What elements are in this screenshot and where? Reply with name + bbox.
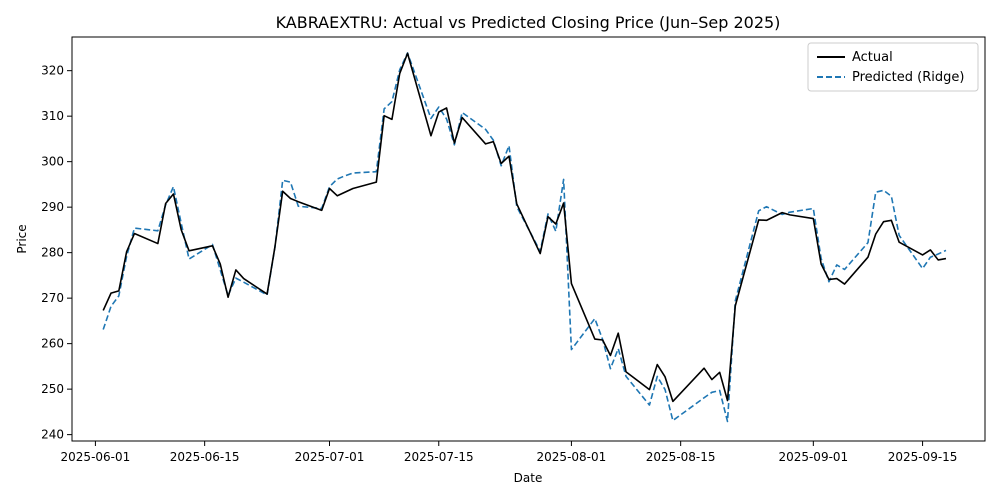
plot-frame	[71, 36, 986, 442]
legend-box	[807, 42, 979, 92]
legend-label-actual: Actual	[852, 50, 893, 65]
y-tick-label: 250	[41, 382, 64, 396]
x-tick-label: 2025-08-01	[537, 450, 607, 464]
y-tick-label: 320	[41, 64, 64, 78]
x-tick-label: 2025-08-15	[646, 450, 716, 464]
y-tick-label: 240	[41, 428, 64, 442]
x-axis-label: Date	[514, 471, 543, 485]
chart-title: KABRAEXTRU: Actual vs Predicted Closing …	[276, 13, 781, 32]
x-tick-label: 2025-09-01	[778, 450, 848, 464]
series-line-predicted	[102, 52, 947, 423]
x-axis: 2025-06-01 2025-06-15 2025-07-01 2025-07-15…	[61, 441, 958, 464]
y-tick-label: 280	[41, 246, 64, 260]
legend-label-predicted: Predicted (Ridge)	[852, 70, 964, 85]
x-tick-label: 2025-09-15	[888, 450, 958, 464]
y-tick-label: 310	[41, 109, 64, 123]
x-tick-label: 2025-07-15	[404, 450, 474, 464]
legend: Actual Predicted (Ridge)	[807, 42, 979, 92]
series-line-actual	[102, 52, 947, 403]
y-tick-label: 260	[41, 337, 64, 351]
y-tick-label: 270	[41, 291, 64, 305]
y-tick-label: 300	[41, 155, 64, 169]
x-tick-label: 2025-06-01	[61, 450, 131, 464]
y-tick-label: 290	[41, 200, 64, 214]
plot-area	[102, 52, 947, 423]
x-tick-label: 2025-06-15	[170, 450, 240, 464]
y-axis-label: Price	[15, 224, 29, 253]
x-tick-label: 2025-07-01	[295, 450, 365, 464]
y-axis: 240 250 260 270 280 290 300 310 320	[41, 64, 72, 442]
